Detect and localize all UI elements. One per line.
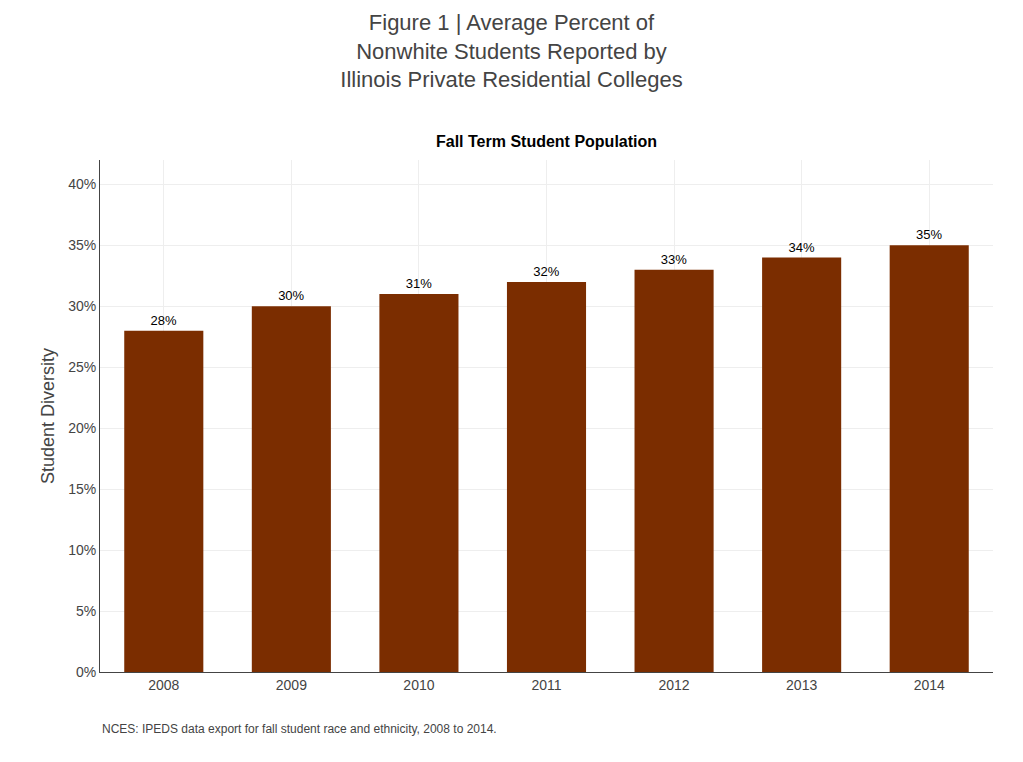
svg-text:2011: 2011 xyxy=(531,677,561,693)
svg-text:2009: 2009 xyxy=(276,677,307,693)
svg-text:20%: 20% xyxy=(68,420,96,436)
svg-text:34%: 34% xyxy=(788,240,814,255)
svg-text:32%: 32% xyxy=(533,264,559,279)
svg-text:15%: 15% xyxy=(68,481,96,497)
svg-text:Student Diversity: Student Diversity xyxy=(38,348,58,484)
svg-text:2012: 2012 xyxy=(658,677,689,693)
svg-text:30%: 30% xyxy=(278,288,304,303)
svg-text:10%: 10% xyxy=(68,542,96,558)
svg-text:35%: 35% xyxy=(68,237,96,253)
svg-text:2010: 2010 xyxy=(403,677,434,693)
svg-text:33%: 33% xyxy=(661,252,687,267)
svg-text:31%: 31% xyxy=(406,276,432,291)
svg-text:30%: 30% xyxy=(68,298,96,314)
svg-text:2008: 2008 xyxy=(148,677,179,693)
svg-text:2014: 2014 xyxy=(914,677,945,693)
svg-text:5%: 5% xyxy=(76,603,96,619)
svg-text:25%: 25% xyxy=(68,359,96,375)
svg-text:0%: 0% xyxy=(76,664,96,680)
svg-text:Fall Term Student Population: Fall Term Student Population xyxy=(436,133,657,150)
svg-text:NCES: IPEDS data export for fa: NCES: IPEDS data export for fall student… xyxy=(102,722,497,736)
svg-text:Figure 1 | Average Percent ofN: Figure 1 | Average Percent ofNonwhite St… xyxy=(340,10,682,92)
svg-text:28%: 28% xyxy=(151,313,177,328)
svg-text:2013: 2013 xyxy=(786,677,817,693)
svg-text:35%: 35% xyxy=(916,227,942,242)
svg-text:40%: 40% xyxy=(68,176,96,192)
